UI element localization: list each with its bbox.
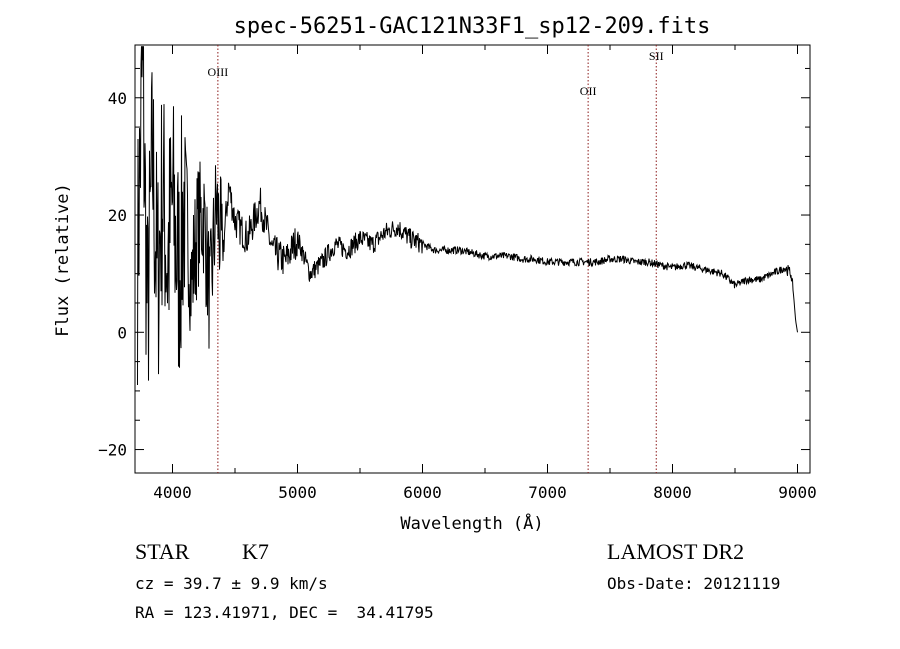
y-axis-label: Flux (relative) [53,183,73,337]
line-marker-label: SII [649,49,664,63]
x-tick-label: 4000 [153,483,192,502]
spectrum-line [137,46,798,386]
x-tick-label: 7000 [528,483,567,502]
plot-frame [134,44,811,474]
x-tick-label: 5000 [278,483,317,502]
emission-line-markers: OIII OII SII [208,45,664,473]
x-tick-label: 6000 [403,483,442,502]
survey-name: LAMOST DR2 [607,539,745,564]
observation-date: Obs-Date: 20121119 [607,574,781,593]
redshift-value: cz = 39.7 ± 9.9 km/s [135,574,328,593]
x-tick-label: 9000 [778,483,817,502]
x-tick-label: 8000 [653,483,692,502]
y-tick-label: 0 [117,323,127,342]
y-tick-label: 40 [108,89,127,108]
coordinates: RA = 123.41971, DEC = 34.41795 [135,603,434,622]
y-tick-label: −20 [98,441,127,460]
line-marker-label: OIII [208,65,229,79]
y-axis: −20 0 20 40 [98,67,810,460]
object-subclass: K7 [242,539,269,564]
x-axis-label: Wavelength (Å) [400,512,543,534]
chart-title: spec-56251-GAC121N33F1_sp12-209.fits [234,14,711,39]
line-marker-label: OII [580,84,597,98]
x-axis: 4000 5000 6000 7000 8000 9000 [153,45,817,502]
y-tick-label: 20 [108,206,127,225]
object-class: STAR [135,539,190,564]
